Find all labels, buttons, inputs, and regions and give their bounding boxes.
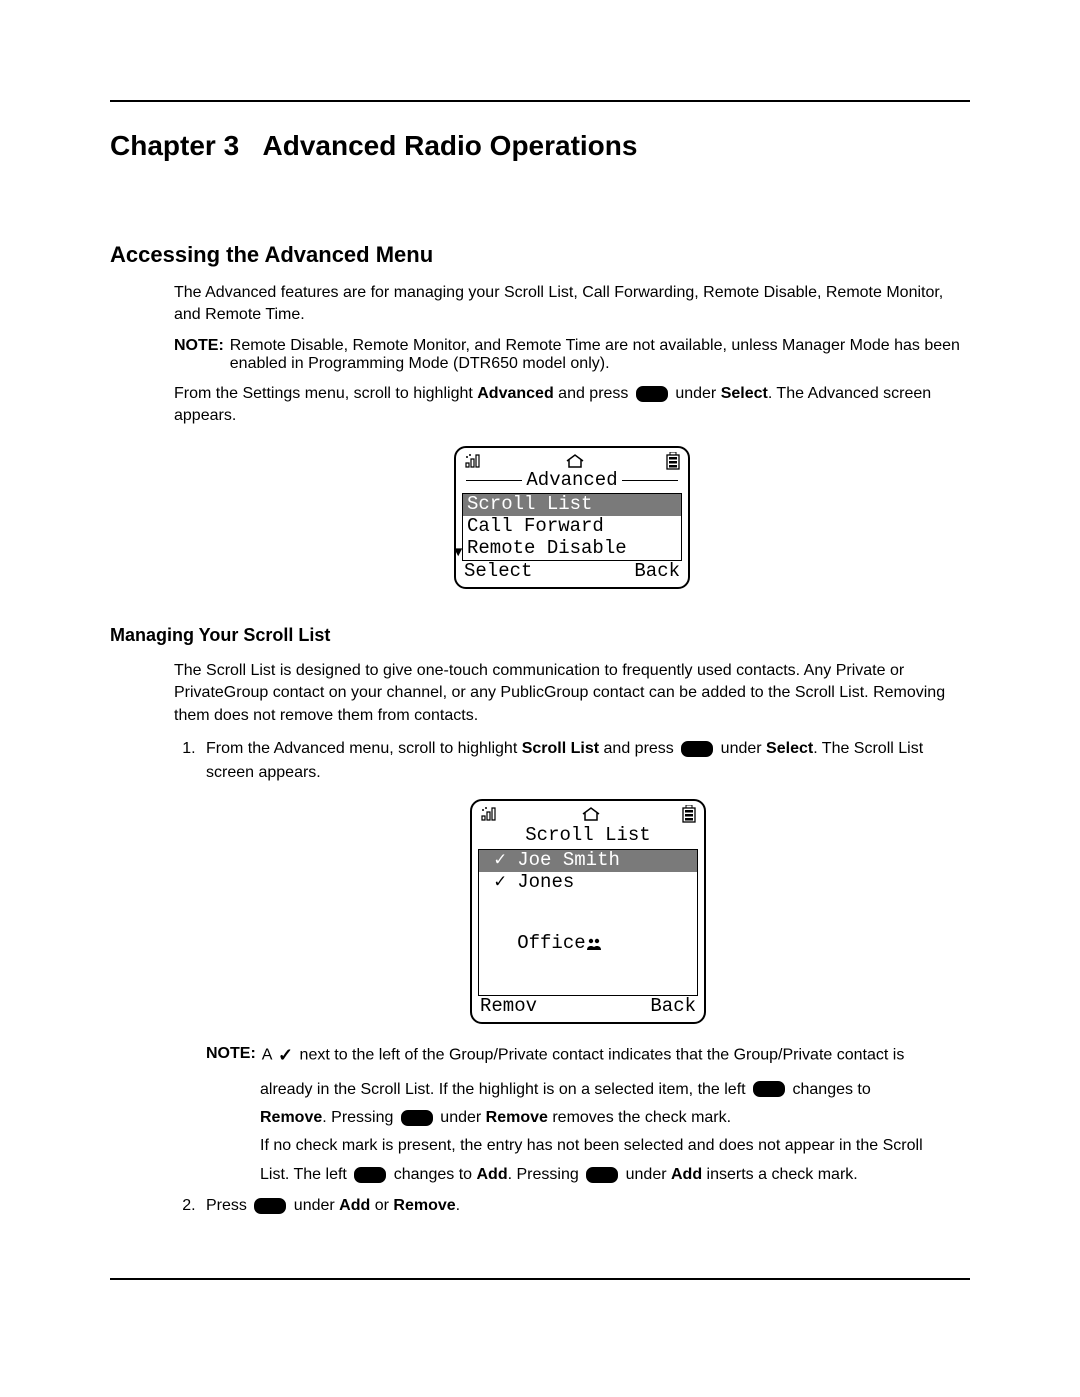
battery-icon — [682, 805, 696, 823]
note-line: already in the Scroll List. If the highl… — [206, 1079, 970, 1101]
text: under — [621, 1166, 671, 1183]
check-icon: ✓ — [278, 1045, 293, 1065]
text: and press — [599, 740, 678, 757]
list-item: ✓ Jones — [479, 872, 697, 894]
softkey-pill-icon — [586, 1167, 618, 1183]
instruction-line: From the Settings menu, scroll to highli… — [174, 383, 970, 428]
text: under — [436, 1109, 486, 1126]
text: inserts a check mark. — [702, 1166, 858, 1183]
item-label: Joe Smith — [517, 849, 620, 871]
menu-item: Remote Disable — [463, 538, 681, 560]
text: changes to — [389, 1166, 476, 1183]
bold-text: Remove — [393, 1197, 455, 1214]
item-label: Office — [517, 932, 585, 954]
text: From the Settings menu, scroll to highli… — [174, 385, 477, 402]
note-label: NOTE: — [206, 1042, 262, 1066]
note-text: Remote Disable, Remote Monitor, and Remo… — [230, 337, 970, 373]
chapter-name: Advanced Radio Operations — [263, 130, 638, 161]
softkey-pill-icon — [354, 1167, 386, 1183]
menu-list: ✓ Joe Smith ✓ Jones Office — [478, 849, 698, 996]
softkey-left: Remov — [480, 996, 537, 1018]
softkey-right: Back — [634, 561, 680, 583]
note-line: Remove. Pressing under Remove removes th… — [206, 1107, 970, 1129]
menu-item: Scroll List — [463, 494, 681, 516]
note-block: NOTE: Remote Disable, Remote Monitor, an… — [174, 337, 970, 373]
section1-body: The Advanced features are for managing y… — [174, 282, 970, 589]
menu-list: Scroll List Call Forward Remote Disable — [462, 493, 682, 561]
text: Press — [206, 1197, 251, 1214]
bold-text: Add — [476, 1166, 507, 1183]
text: removes the check mark. — [548, 1109, 731, 1126]
text: next to the left of the Group/Private co… — [295, 1046, 904, 1063]
bold-text: Remove — [486, 1109, 548, 1126]
note-block: NOTE: A ✓ next to the left of the Group/… — [206, 1042, 970, 1069]
screen-title: Advanced — [526, 470, 617, 492]
bold-text: Scroll List — [522, 740, 599, 757]
text: . Pressing — [508, 1166, 584, 1183]
text: and press — [554, 385, 633, 402]
text: or — [370, 1197, 393, 1214]
bold-text: Remove — [260, 1109, 322, 1126]
radio-screen-advanced: Advanced Scroll List Call Forward Remote… — [454, 446, 690, 589]
text: changes to — [788, 1081, 871, 1098]
list-item: ✓ Joe Smith — [479, 850, 697, 872]
status-bar — [478, 805, 698, 825]
text: . — [456, 1197, 460, 1214]
signal-icon — [464, 453, 484, 469]
softkey-left: Select — [464, 561, 532, 583]
note-line: If no check mark is present, the entry h… — [206, 1135, 970, 1157]
text: under — [671, 385, 721, 402]
top-rule — [110, 100, 970, 102]
text: under — [716, 740, 766, 757]
text: List. The left — [260, 1166, 351, 1183]
note-body: A ✓ next to the left of the Group/Privat… — [262, 1042, 970, 1069]
home-icon — [565, 453, 585, 469]
subsection-heading: Managing Your Scroll List — [110, 625, 970, 646]
list-item: Office — [479, 893, 697, 994]
text: already in the Scroll List. If the highl… — [260, 1081, 750, 1098]
softkey-pill-icon — [636, 386, 668, 402]
signal-icon — [480, 806, 500, 822]
document-page: Chapter 3 Advanced Radio Operations Acce… — [0, 0, 1080, 1360]
softkey-pill-icon — [401, 1110, 433, 1126]
screen-title-row: Advanced — [462, 470, 682, 492]
bold-text: Select — [766, 740, 813, 757]
bold-text: Advanced — [477, 385, 553, 402]
scroll-down-arrow-icon: ▼ — [454, 545, 462, 561]
section-heading: Accessing the Advanced Menu — [110, 242, 970, 268]
radio-screen-scrolllist: Scroll List ✓ Joe Smith ✓ Jones Office — [470, 799, 706, 1024]
step-item: Press under Add or Remove. — [200, 1194, 970, 1218]
softkey-pill-icon — [681, 741, 713, 757]
intro-paragraph: The Advanced features are for managing y… — [174, 282, 970, 327]
chapter-title: Chapter 3 Advanced Radio Operations — [110, 130, 970, 162]
text: under — [289, 1197, 339, 1214]
chapter-number: Chapter 3 — [110, 130, 239, 161]
group-icon — [586, 893, 772, 994]
bold-text: Add — [671, 1166, 702, 1183]
home-icon — [581, 806, 601, 822]
softkey-pill-icon — [254, 1198, 286, 1214]
note-label: NOTE: — [174, 337, 230, 355]
note-line: List. The left changes to Add. Pressing … — [206, 1164, 970, 1186]
text: From the Advanced menu, scroll to highli… — [206, 740, 522, 757]
softkey-row: Select Back — [462, 561, 682, 583]
screen-title: Scroll List — [478, 825, 698, 847]
item-label: Jones — [517, 871, 574, 893]
text: . Pressing — [322, 1109, 398, 1126]
softkey-right: Back — [650, 996, 696, 1018]
step-item: From the Advanced menu, scroll to highli… — [200, 737, 970, 1186]
menu-item: Call Forward — [463, 516, 681, 538]
scroll-list-intro: The Scroll List is designed to give one-… — [174, 660, 970, 727]
step-list: From the Advanced menu, scroll to highli… — [174, 737, 970, 1218]
bottom-rule — [110, 1278, 970, 1280]
softkey-row: Remov Back — [478, 996, 698, 1018]
text: A — [262, 1046, 276, 1063]
softkey-pill-icon — [753, 1081, 785, 1097]
bold-text: Add — [339, 1197, 370, 1214]
bold-text: Select — [721, 385, 768, 402]
section2-body: The Scroll List is designed to give one-… — [174, 660, 970, 1218]
battery-icon — [666, 452, 680, 470]
